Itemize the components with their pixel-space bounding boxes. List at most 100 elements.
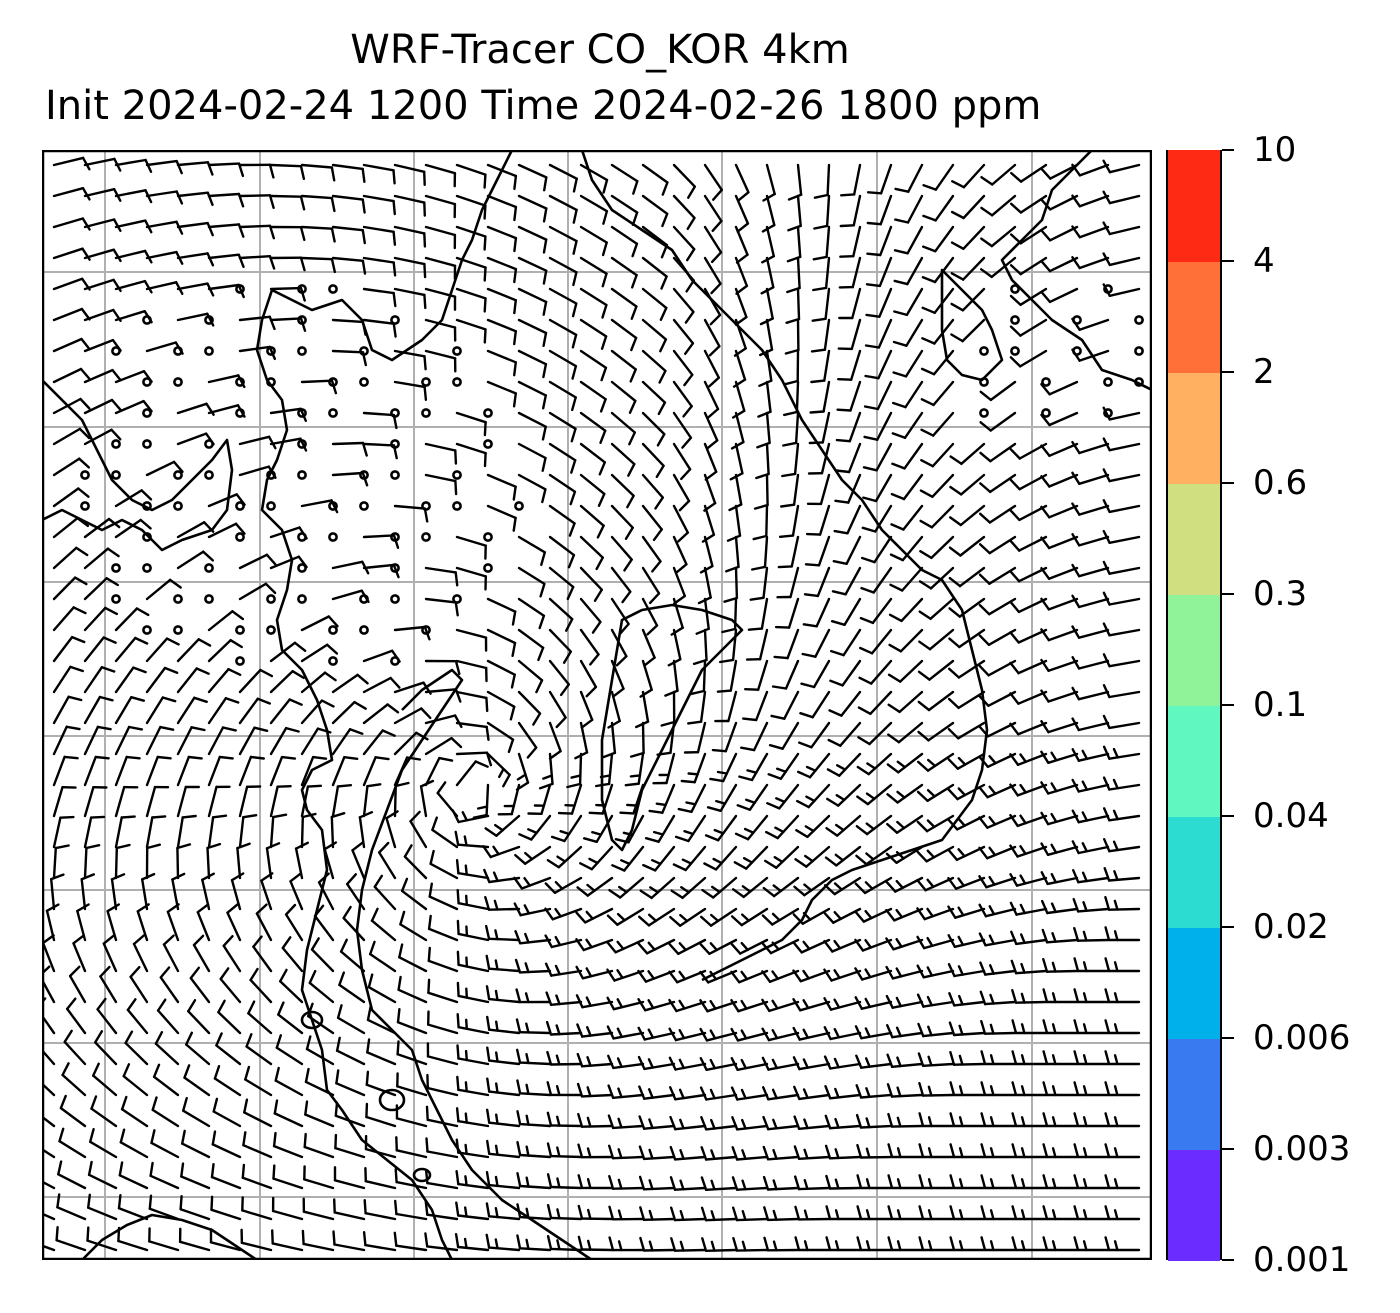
wind-barb-feather	[183, 1064, 191, 1079]
wind-barb-feather	[918, 1143, 925, 1159]
wind-barb-feather	[886, 1053, 894, 1068]
wind-barb-feather	[542, 207, 548, 223]
wind-barb-feather	[980, 176, 994, 186]
wind-barb-feather	[864, 374, 880, 380]
wind-barb-shaft	[579, 380, 607, 401]
wind-barb-feather	[861, 526, 877, 533]
wind-barb-shaft	[672, 597, 684, 629]
wind-barb-feather	[237, 253, 245, 269]
wind-barb-feather	[637, 998, 647, 1012]
wind-barb-feather	[76, 903, 90, 913]
colorbar-segment	[1168, 150, 1220, 262]
wind-barb-shaft	[703, 628, 708, 662]
wind-barb-shaft	[457, 1214, 490, 1221]
calm-wind-marker	[390, 563, 400, 573]
wind-barb-feather	[483, 328, 487, 344]
wind-barb-shaft	[52, 247, 84, 260]
calm-wind-marker	[235, 501, 245, 511]
wind-barb-feather	[637, 969, 648, 983]
wind-barb-feather	[492, 845, 500, 856]
wind-barb-shaft	[579, 659, 598, 689]
wind-barb-feather	[1113, 992, 1119, 1004]
wind-barb-feather	[716, 770, 728, 775]
wind-barb-feather	[887, 1174, 894, 1190]
wind-barb-shaft	[83, 666, 104, 694]
wind-barb-shaft	[510, 783, 521, 816]
wind-barb-feather	[586, 1177, 592, 1190]
wind-barb-feather	[989, 1240, 995, 1252]
wind-barb-shaft	[1047, 628, 1079, 642]
wind-barb-feather	[855, 854, 868, 866]
wind-barb-feather	[301, 812, 317, 819]
wind-barb-feather	[668, 970, 679, 984]
wind-barb-shaft	[486, 349, 517, 364]
wind-barb-shaft	[548, 442, 577, 462]
wind-barb-feather	[429, 849, 435, 865]
wind-barb-feather	[607, 719, 621, 729]
wind-barb-shaft	[52, 635, 74, 663]
wind-barb-shaft	[693, 752, 707, 784]
wind-barb-feather	[215, 1032, 223, 1047]
wind-barb-feather	[710, 1210, 716, 1222]
wind-barb-feather	[858, 676, 873, 685]
wind-barb-feather	[679, 1209, 685, 1222]
wind-barb-shaft	[830, 969, 862, 982]
wind-barb-shaft	[145, 696, 165, 725]
wind-barb-shaft	[83, 577, 108, 601]
wind-barb-feather	[958, 1178, 964, 1190]
wind-barb-feather	[149, 1161, 154, 1178]
wind-barb-feather	[1102, 468, 1111, 483]
wind-barb-feather	[1020, 1240, 1026, 1252]
wind-barb-feather	[577, 1113, 584, 1128]
wind-barb-feather	[335, 1069, 340, 1085]
wind-barb-shaft	[581, 1031, 614, 1038]
wind-barb-feather	[271, 813, 288, 819]
coastline-korea-east	[355, 668, 593, 1260]
wind-barb-shaft	[52, 695, 70, 725]
wind-barb-feather	[393, 1231, 398, 1247]
wind-barb-feather	[700, 1206, 708, 1222]
calm-wind-marker	[390, 439, 400, 449]
wind-barb-shaft	[771, 907, 800, 926]
wind-barb-feather	[793, 1085, 801, 1101]
wind-barb-feather	[575, 994, 584, 1009]
wind-barb-shaft	[176, 816, 184, 849]
wind-barb-shaft	[798, 1062, 831, 1071]
wind-barb-feather	[730, 970, 741, 984]
wind-barb-shaft	[179, 1207, 211, 1221]
wind-barb-shaft	[269, 317, 303, 322]
colorbar-tick-label: 0.6	[1253, 463, 1308, 503]
wind-barb-shaft	[517, 163, 548, 179]
wind-barb-feather	[555, 1024, 561, 1036]
wind-barb-feather	[658, 369, 667, 384]
wind-barb-shaft	[393, 380, 426, 389]
wind-barb-feather	[772, 1209, 778, 1221]
wind-barb-feather	[927, 1178, 933, 1190]
wind-barb-feather	[744, 688, 760, 691]
wind-barb-feather	[773, 856, 784, 864]
wind-barb-feather	[706, 806, 722, 812]
wind-barb-feather	[525, 1176, 530, 1188]
wind-barb-shaft	[929, 566, 955, 590]
wind-barb-shaft	[192, 943, 211, 973]
wind-barb-feather	[763, 1236, 770, 1252]
wind-barb-shaft	[518, 1215, 552, 1221]
wind-barb-shaft	[899, 659, 924, 683]
wind-barb-shaft	[1046, 814, 1079, 826]
wind-barb-shaft	[824, 256, 831, 290]
wind-barb-shaft	[488, 1090, 521, 1097]
wind-barb-feather	[639, 889, 653, 900]
wind-barb-feather	[803, 1178, 809, 1191]
wind-barb-shaft	[331, 756, 346, 787]
calm-wind-marker	[359, 346, 369, 356]
calm-wind-marker	[390, 656, 400, 666]
calm-wind-marker	[452, 501, 462, 511]
wind-barb-feather	[927, 1055, 933, 1067]
wind-barb-shaft	[581, 969, 614, 980]
wind-barb-shaft	[486, 628, 517, 645]
wind-barb-feather	[854, 910, 865, 923]
wind-barb-shaft	[331, 225, 364, 232]
calm-wind-marker	[390, 532, 400, 542]
wind-barb-feather	[719, 658, 735, 664]
wind-barb-shaft	[672, 504, 689, 534]
